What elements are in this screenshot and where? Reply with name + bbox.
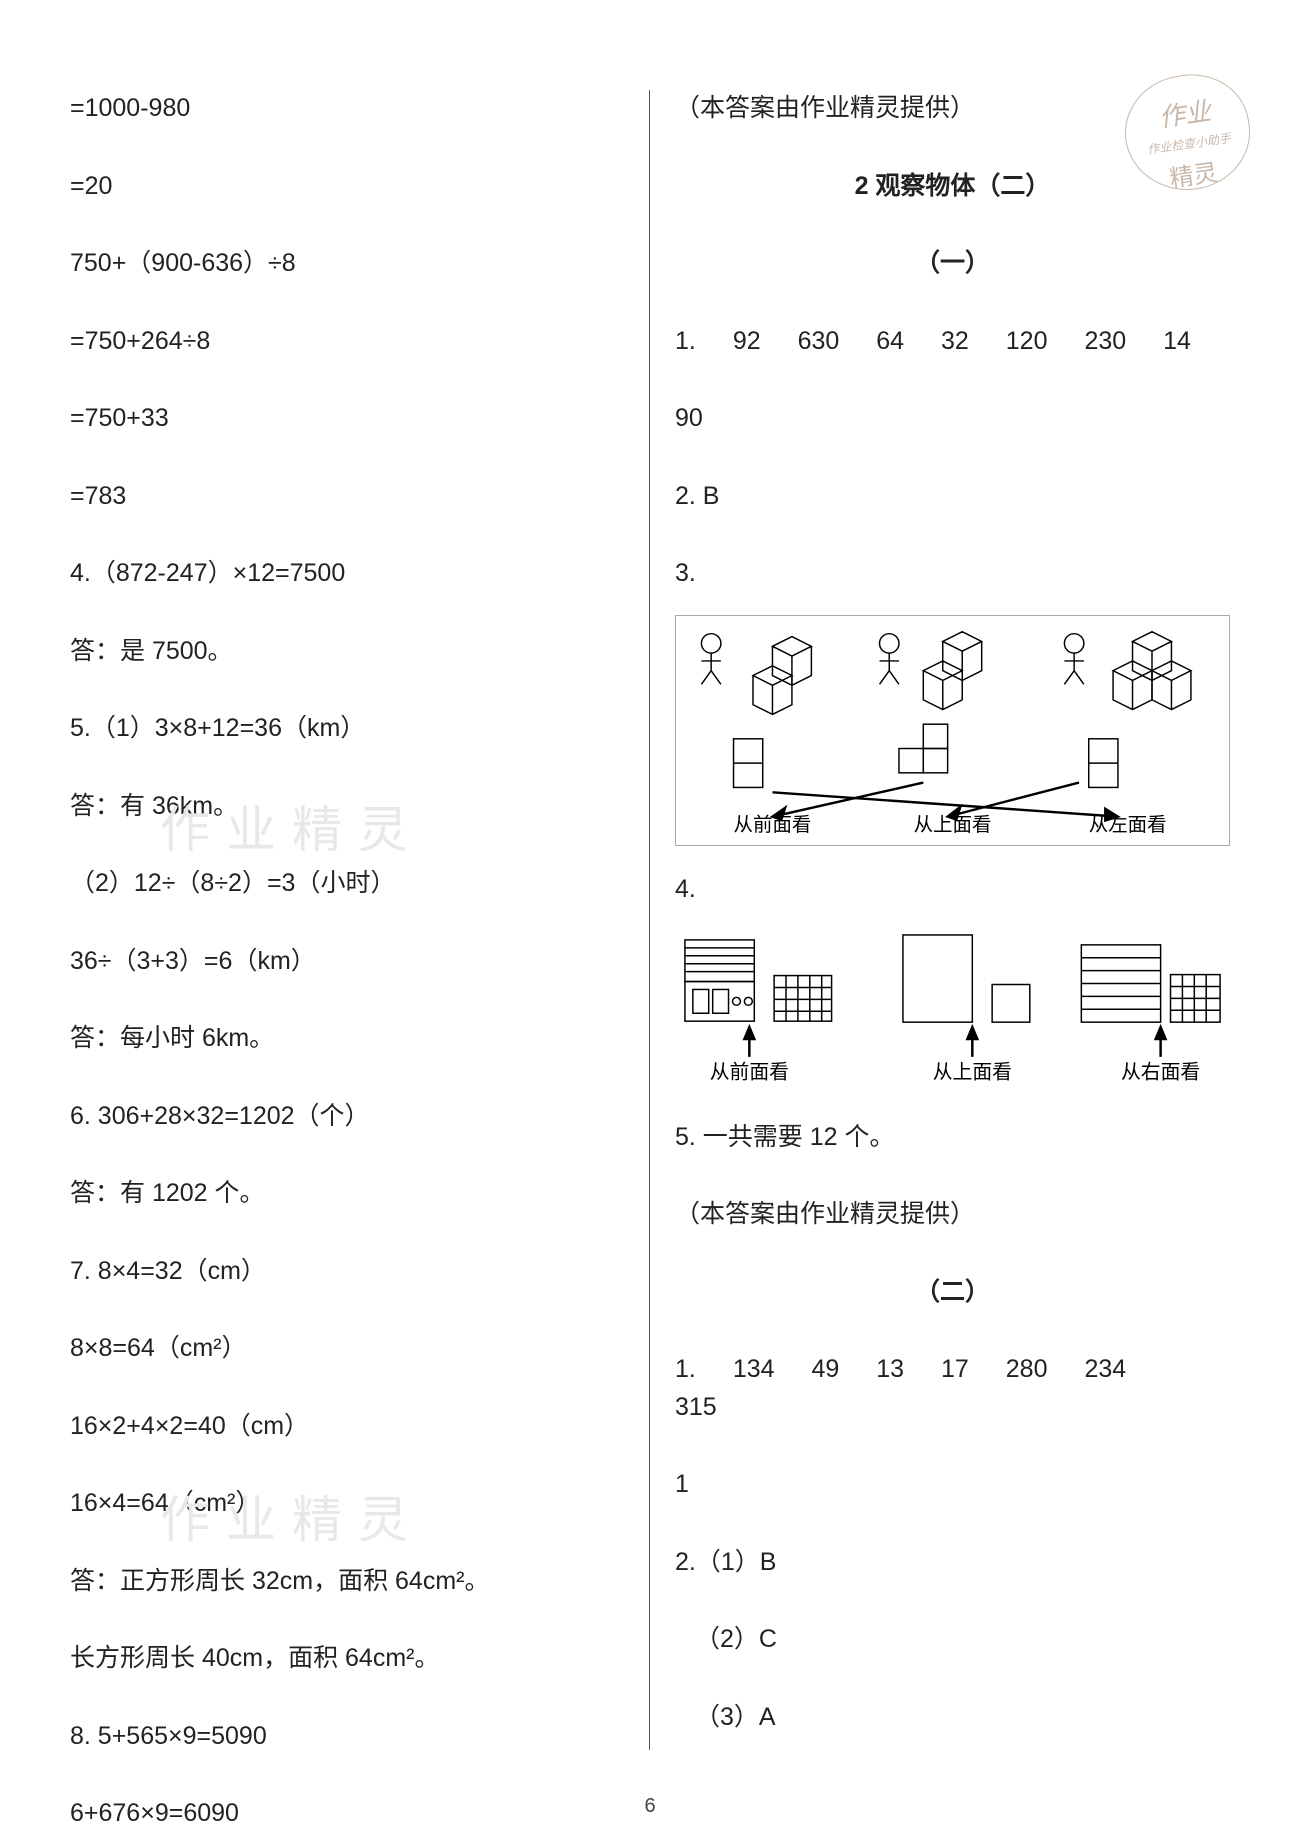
left-l21: 长方形周长 40cm，面积 64cm²。 — [70, 1640, 629, 1678]
left-l4: =750+264÷8 — [70, 323, 629, 361]
left-l11: （2）12÷（8÷2）=3（小时） — [70, 865, 629, 903]
q1b-n3: 17 — [941, 1355, 969, 1383]
fig4-cap1: 从前面看 — [710, 1062, 789, 1084]
q1-n2: 64 — [876, 327, 904, 355]
q1-n1: 630 — [798, 327, 840, 355]
q1-row2: 90 — [675, 400, 1230, 438]
left-l19: 16×4=64（cm²） — [70, 1485, 629, 1523]
q1-n5: 230 — [1084, 327, 1126, 355]
left-l1: =1000-980 — [70, 90, 629, 128]
q2b-1: 2.（1）B — [675, 1544, 1230, 1582]
left-l9: 5.（1）3×8+12=36（km） — [70, 710, 629, 748]
left-l20: 答：正方形周长 32cm，面积 64cm²。 — [70, 1563, 629, 1601]
q1-n6: 14 — [1163, 327, 1191, 355]
q1b-n4: 280 — [1006, 1355, 1048, 1383]
q1-row1: 1. 92 630 64 32 120 230 14 — [675, 323, 1230, 361]
q4: 4. — [675, 871, 1230, 909]
left-l7: 4.（872-247）×12=7500 — [70, 555, 629, 593]
q1b-row1: 1. 134 49 13 17 280 234 315 — [675, 1351, 1230, 1426]
left-l22: 8. 5+565×9=5090 — [70, 1718, 629, 1756]
q1b-row2: 1 — [675, 1466, 1230, 1504]
q2b-2: （2）C — [675, 1621, 1230, 1659]
left-l12: 36÷（3+3）=6（km） — [70, 943, 629, 981]
q1b-n6: 315 — [675, 1393, 717, 1421]
q3: 3. — [675, 555, 1230, 593]
left-l17: 8×8=64（cm²） — [70, 1330, 629, 1368]
figure-4-svg: 从前面看 从上面看 从右面看 — [675, 930, 1230, 1089]
q1-n0: 92 — [733, 327, 761, 355]
left-l2: =20 — [70, 168, 629, 206]
left-l18: 16×2+4×2=40（cm） — [70, 1408, 629, 1446]
left-l6: =783 — [70, 478, 629, 516]
q2: 2. B — [675, 478, 1230, 516]
left-l23: 6+676×9=6090 — [70, 1795, 629, 1833]
fig3-cap2: 从上面看 — [914, 814, 992, 836]
right-column: 作业 作业检查小助手 精灵 （本答案由作业精灵提供） 2 观察物体（二） （一）… — [650, 90, 1230, 1750]
left-l5: =750+33 — [70, 400, 629, 438]
left-l16: 7. 8×4=32（cm） — [70, 1253, 629, 1291]
two-column-layout: =1000-980 =20 750+（900-636）÷8 =750+264÷8… — [70, 90, 1230, 1750]
left-l14: 6. 306+28×32=1202（个） — [70, 1098, 629, 1136]
credit-line-2: （本答案由作业精灵提供） — [675, 1196, 1230, 1234]
q1-n3: 32 — [941, 327, 969, 355]
left-l13: 答：每小时 6km。 — [70, 1020, 629, 1058]
left-l10: 答：有 36km。 — [70, 788, 629, 826]
q2b-3: （3）A — [675, 1699, 1230, 1737]
fig3-cap1: 从前面看 — [734, 814, 812, 836]
left-column: =1000-980 =20 750+（900-636）÷8 =750+264÷8… — [70, 90, 650, 1750]
fig4-cap3: 从右面看 — [1121, 1062, 1200, 1084]
figure-4: 从前面看 从上面看 从右面看 — [675, 930, 1230, 1094]
left-l15: 答：有 1202 个。 — [70, 1175, 629, 1213]
q5: 5. 一共需要 12 个。 — [675, 1119, 1230, 1157]
q1b-n2: 13 — [876, 1355, 904, 1383]
fig3-cap3: 从左面看 — [1089, 814, 1167, 836]
q1b-n1: 49 — [811, 1355, 839, 1383]
subsection-2: （二） — [675, 1274, 1230, 1312]
fig4-cap2: 从上面看 — [933, 1062, 1012, 1084]
subsection-1: （一） — [675, 245, 1230, 283]
q1b-n5: 234 — [1084, 1355, 1126, 1383]
q1b-label: 1. — [675, 1355, 696, 1383]
left-l3: 750+（900-636）÷8 — [70, 245, 629, 283]
q1-label: 1. — [675, 327, 696, 355]
q1b-n0: 134 — [733, 1355, 775, 1383]
q1-n4: 120 — [1006, 327, 1048, 355]
figure-3-svg: 从前面看 从上面看 从左面看 — [680, 622, 1225, 836]
left-l8: 答：是 7500。 — [70, 633, 629, 671]
page-number: 6 — [644, 1795, 655, 1818]
stamp-seal: 作业 作业检查小助手 精灵 — [1118, 67, 1258, 198]
figure-3: 从前面看 从上面看 从左面看 — [675, 615, 1230, 846]
